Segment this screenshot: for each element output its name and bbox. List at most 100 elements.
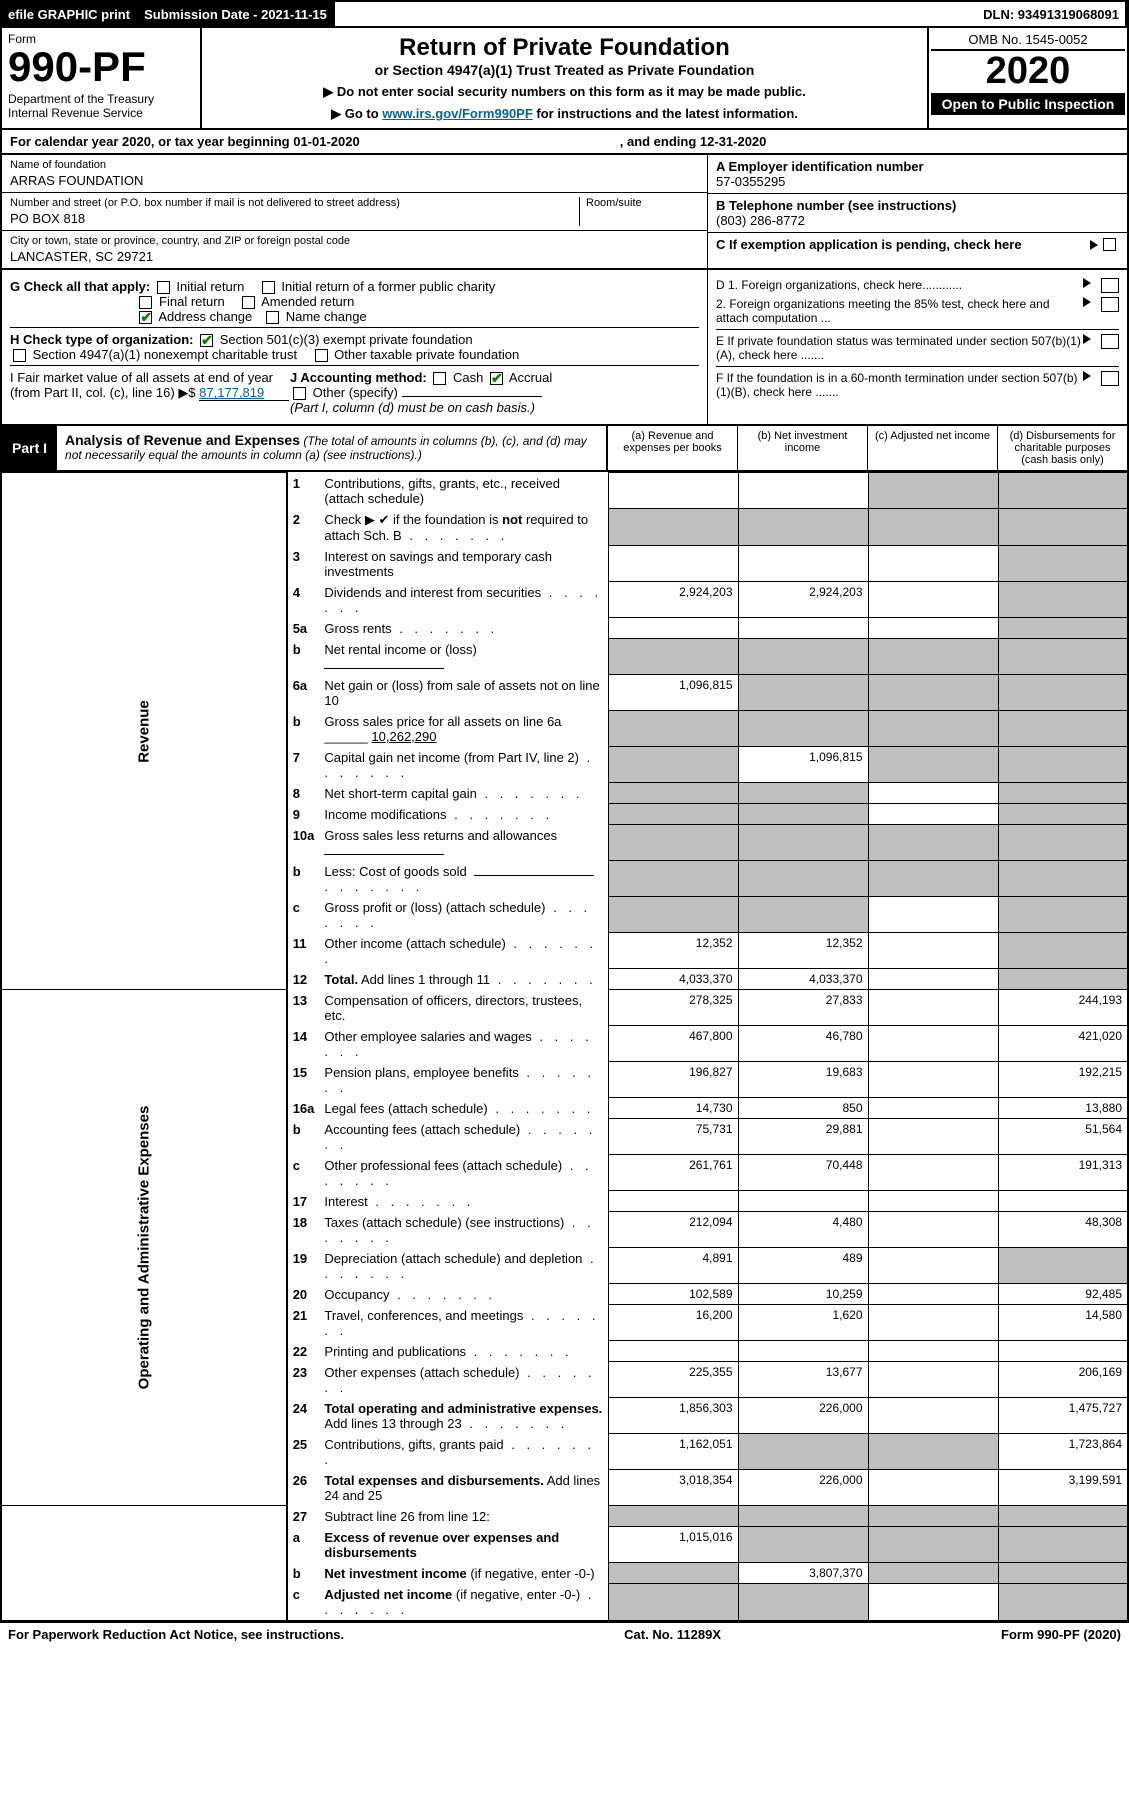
- table-cell: 206,169: [998, 1362, 1128, 1398]
- table-cell: 3,807,370: [738, 1563, 868, 1584]
- line-desc: Net gain or (loss) from sale of assets n…: [319, 675, 608, 711]
- line-number: c: [287, 1584, 320, 1621]
- table-cell: 467,800: [608, 1026, 738, 1062]
- table-cell: [608, 711, 738, 747]
- col-b: (b) Net investment income: [737, 426, 867, 470]
- line-desc: Gross sales price for all assets on line…: [319, 711, 608, 747]
- table-cell: 46,780: [738, 1026, 868, 1062]
- d1-checkbox[interactable]: [1101, 278, 1119, 293]
- f-checkbox[interactable]: [1101, 371, 1119, 386]
- e-label: E If private foundation status was termi…: [716, 334, 1081, 362]
- table-cell: [868, 1584, 998, 1621]
- col-d: (d) Disbursements for charitable purpose…: [997, 426, 1127, 470]
- table-cell: [998, 861, 1128, 897]
- accrual-checkbox[interactable]: [490, 372, 503, 385]
- table-cell: [608, 804, 738, 825]
- table-cell: [608, 1584, 738, 1621]
- line-desc: Net short-term capital gain . . . . . . …: [319, 783, 608, 804]
- table-cell: [608, 509, 738, 546]
- line-number: 20: [287, 1284, 320, 1305]
- form-subtitle: or Section 4947(a)(1) Trust Treated as P…: [208, 62, 921, 78]
- form-header: Form 990-PF Department of the TreasuryIn…: [0, 28, 1129, 130]
- table-cell: 191,313: [998, 1155, 1128, 1191]
- address: PO BOX 818: [10, 211, 579, 226]
- part1-tag: Part I: [2, 426, 57, 470]
- line-number: 25: [287, 1434, 320, 1470]
- table-cell: [868, 804, 998, 825]
- table-cell: [738, 618, 868, 639]
- g-row: G Check all that apply: Initial return I…: [10, 279, 699, 324]
- fmv-value: 87,177,819: [199, 385, 289, 401]
- table-cell: [868, 1098, 998, 1119]
- table-cell: [868, 1062, 998, 1098]
- line-desc: Taxes (attach schedule) (see instruction…: [319, 1212, 608, 1248]
- table-cell: 2,924,203: [738, 582, 868, 618]
- phone-label: B Telephone number (see instructions): [716, 198, 1119, 213]
- line-desc: Printing and publications . . . . . . .: [319, 1341, 608, 1362]
- line-number: b: [287, 1119, 320, 1155]
- table-cell: [608, 1563, 738, 1584]
- line-number: 3: [287, 546, 320, 582]
- line-number: b: [287, 1563, 320, 1584]
- table-cell: [608, 1341, 738, 1362]
- open-inspection: Open to Public Inspection: [931, 93, 1125, 115]
- part1-header: Part I Analysis of Revenue and Expenses …: [0, 426, 1129, 472]
- exemption-pending: C If exemption application is pending, c…: [716, 237, 1088, 252]
- instructions-link[interactable]: www.irs.gov/Form990PF: [382, 106, 533, 121]
- line-desc: Subtract line 26 from line 12:: [319, 1506, 608, 1527]
- table-cell: [868, 1248, 998, 1284]
- line-desc: Capital gain net income (from Part IV, l…: [319, 747, 608, 783]
- table-cell: 278,325: [608, 990, 738, 1026]
- calendar-year-line: For calendar year 2020, or tax year begi…: [0, 130, 1129, 155]
- line-number: 24: [287, 1398, 320, 1434]
- line-number: 14: [287, 1026, 320, 1062]
- other-checkbox[interactable]: [293, 387, 306, 400]
- line-number: 9: [287, 804, 320, 825]
- d1-label: D 1. Foreign organizations, check here..…: [716, 278, 1081, 293]
- table-cell: [998, 969, 1128, 990]
- table-cell: [868, 639, 998, 675]
- table-cell: [738, 783, 868, 804]
- line-desc: Total. Add lines 1 through 11 . . . . . …: [319, 969, 608, 990]
- table-cell: [868, 825, 998, 861]
- table-cell: [998, 473, 1128, 509]
- table-cell: [998, 618, 1128, 639]
- table-cell: [998, 711, 1128, 747]
- h-row: H Check type of organization: Section 50…: [10, 327, 699, 362]
- exemption-checkbox[interactable]: [1103, 238, 1116, 251]
- line-desc: Occupancy . . . . . . .: [319, 1284, 608, 1305]
- line-desc: Excess of revenue over expenses and disb…: [319, 1527, 608, 1563]
- link-note: ▶ Go to www.irs.gov/Form990PF for instru…: [208, 106, 921, 122]
- line-number: c: [287, 897, 320, 933]
- table-cell: [868, 1398, 998, 1434]
- cash-checkbox[interactable]: [433, 372, 446, 385]
- e-checkbox[interactable]: [1101, 334, 1119, 349]
- table-cell: [608, 1191, 738, 1212]
- table-cell: [998, 1341, 1128, 1362]
- table-cell: [868, 546, 998, 582]
- top-bar: efile GRAPHIC print Submission Date - 20…: [0, 0, 1129, 28]
- d2-checkbox[interactable]: [1101, 297, 1119, 312]
- line-number: 2: [287, 509, 320, 546]
- col-c: (c) Adjusted net income: [867, 426, 997, 470]
- table-cell: 1,096,815: [608, 675, 738, 711]
- table-cell: 13,677: [738, 1362, 868, 1398]
- table-cell: 1,015,016: [608, 1527, 738, 1563]
- table-cell: [998, 582, 1128, 618]
- table-cell: [738, 1527, 868, 1563]
- arrow-icon: [1090, 240, 1098, 250]
- line-desc: Compensation of officers, directors, tru…: [319, 990, 608, 1026]
- line-number: b: [287, 639, 320, 675]
- table-cell: [738, 897, 868, 933]
- table-cell: 1,723,864: [998, 1434, 1128, 1470]
- line-desc: Contributions, gifts, grants, etc., rece…: [319, 473, 608, 509]
- table-cell: [868, 473, 998, 509]
- d2-label: 2. Foreign organizations meeting the 85%…: [716, 297, 1081, 325]
- line-desc: Gross sales less returns and allowances: [319, 825, 608, 861]
- form-title: Return of Private Foundation: [208, 34, 921, 62]
- line-desc: Other expenses (attach schedule) . . . .…: [319, 1362, 608, 1398]
- table-cell: [868, 1119, 998, 1155]
- line-desc: Net rental income or (loss): [319, 639, 608, 675]
- side-label: Revenue: [1, 473, 287, 990]
- table-cell: [868, 1434, 998, 1470]
